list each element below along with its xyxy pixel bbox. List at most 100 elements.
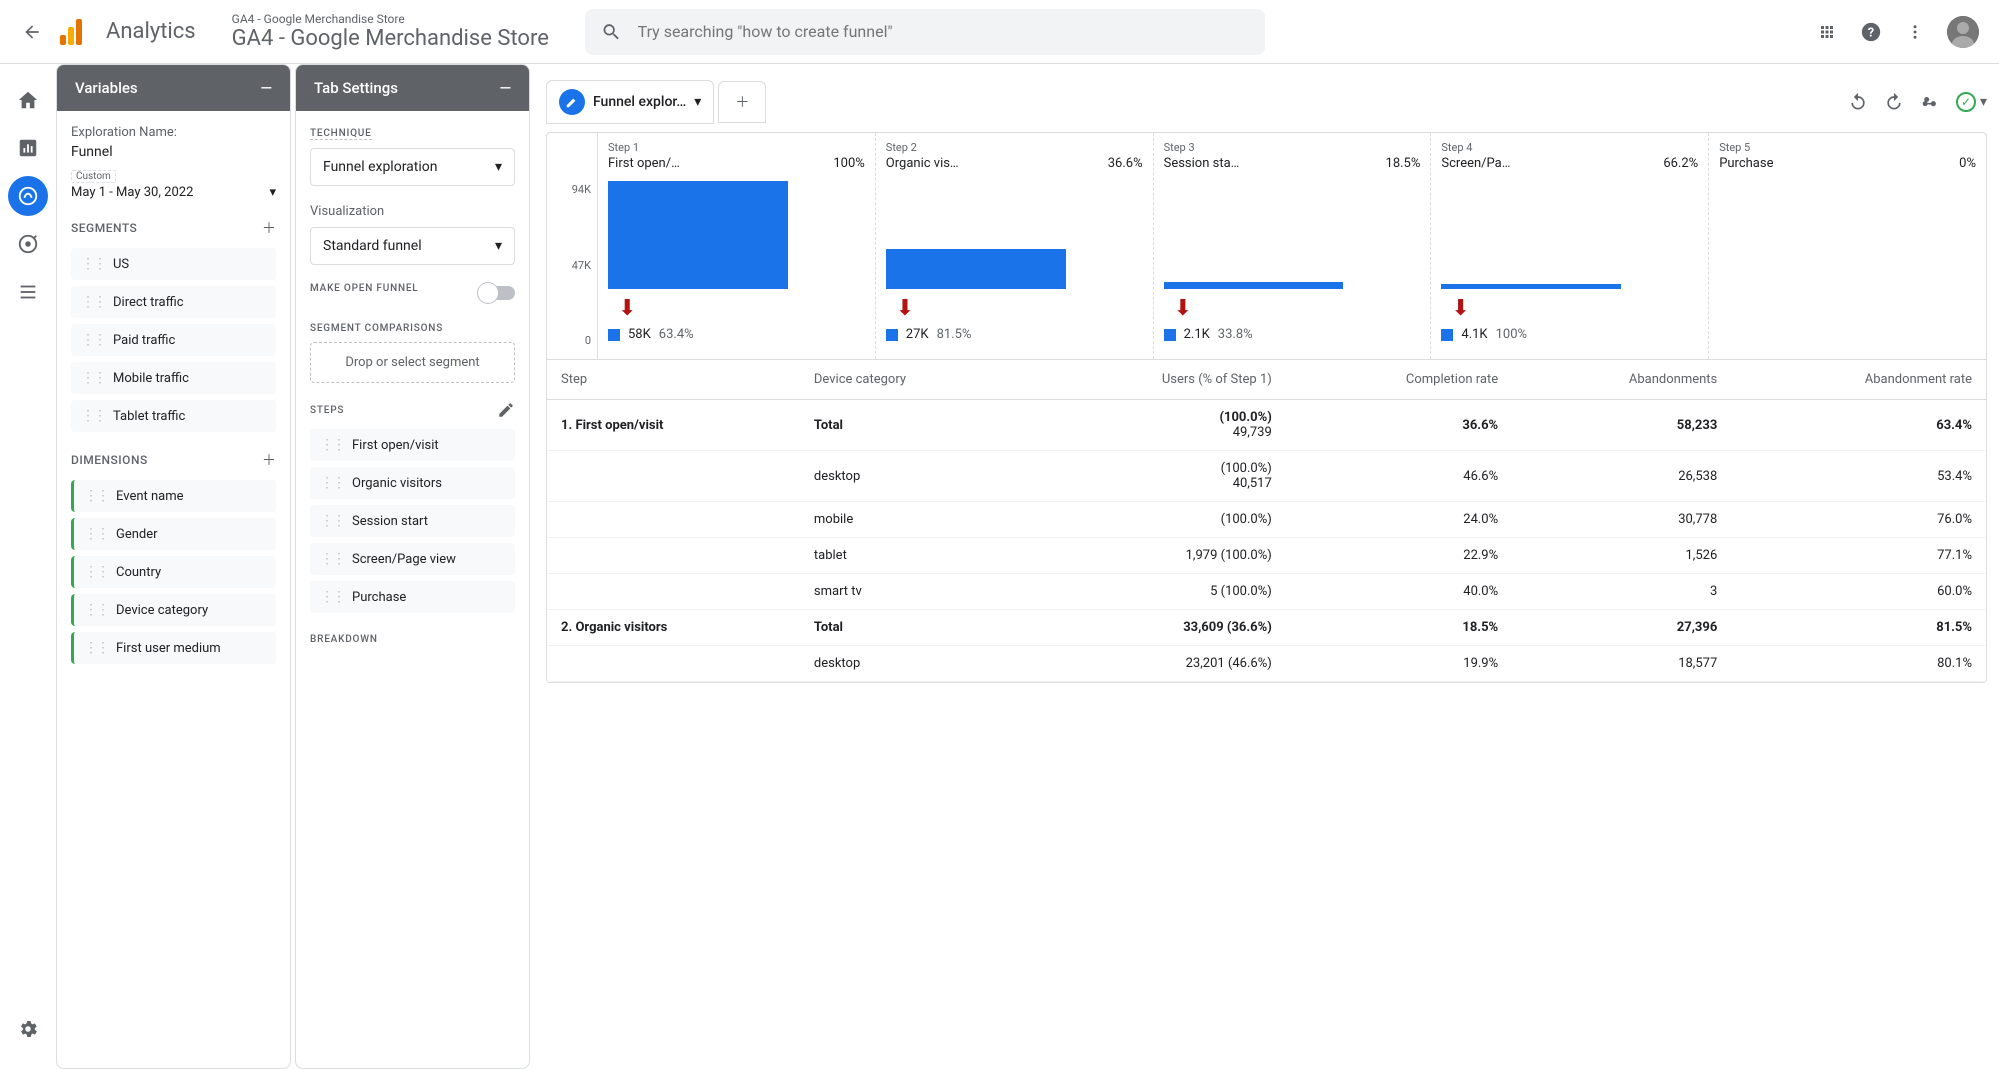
dimension-chip[interactable]: First user medium xyxy=(71,632,276,664)
segment-chip-label: Direct traffic xyxy=(113,295,184,310)
more-icon[interactable] xyxy=(1903,20,1927,44)
collapse-icon[interactable]: — xyxy=(260,79,272,97)
chevron-down-icon[interactable]: ▾ xyxy=(694,94,701,110)
cell-step xyxy=(547,574,800,610)
cell-completion: 19.9% xyxy=(1286,646,1512,682)
back-arrow-icon[interactable] xyxy=(20,20,44,44)
series-color-icon xyxy=(1164,329,1176,341)
date-custom-tag: Custom xyxy=(71,170,116,183)
dimension-chip-label: First user medium xyxy=(116,641,221,656)
drop-arrow-icon: ⬇ xyxy=(896,296,914,321)
cell-completion: 22.9% xyxy=(1286,538,1512,574)
dimension-chip[interactable]: Gender xyxy=(71,518,276,550)
step-number: Step 5 xyxy=(1719,141,1976,154)
exploration-name[interactable]: Funnel xyxy=(71,144,276,160)
table-header[interactable]: Completion rate xyxy=(1286,360,1512,400)
technique-dropdown[interactable]: Funnel exploration ▾ xyxy=(310,148,515,186)
table-row: 1. First open/visitTotal(100.0%)49,73936… xyxy=(547,400,1986,451)
tab-actions: ✓▾ xyxy=(1848,92,1987,112)
nav-configure-icon[interactable] xyxy=(8,272,48,312)
nav-reports-icon[interactable] xyxy=(8,128,48,168)
add-segment-icon[interactable]: ＋ xyxy=(262,218,276,238)
status-indicator[interactable]: ✓▾ xyxy=(1956,92,1987,112)
cell-device: desktop xyxy=(800,646,1026,682)
segment-chip[interactable]: Tablet traffic xyxy=(71,400,276,432)
table-row: desktop23,201 (46.6%)19.9%18,57780.1% xyxy=(547,646,1986,682)
dimension-chip[interactable]: Device category xyxy=(71,594,276,626)
segment-chip-label: Mobile traffic xyxy=(113,371,189,386)
search-box[interactable] xyxy=(585,9,1265,55)
edit-steps-icon[interactable] xyxy=(497,401,515,419)
dimension-chip[interactable]: Event name xyxy=(71,480,276,512)
avatar[interactable] xyxy=(1947,16,1979,48)
dimension-chip-label: Gender xyxy=(116,527,158,542)
edit-tab-icon xyxy=(559,89,585,115)
settings-header: Tab Settings — xyxy=(296,65,529,111)
segment-chip[interactable]: Mobile traffic xyxy=(71,362,276,394)
step-chip-label: First open/visit xyxy=(352,438,439,453)
y-axis-labels: 94K 47K 0 xyxy=(547,133,597,359)
step-number: Step 4 xyxy=(1441,141,1698,154)
help-icon[interactable]: ? xyxy=(1859,20,1883,44)
segment-drop-zone[interactable]: Drop or select segment xyxy=(310,342,515,383)
share-icon[interactable] xyxy=(1920,92,1940,112)
add-tab-button[interactable]: ＋ xyxy=(718,81,766,123)
cell-abandonment-rate: 63.4% xyxy=(1731,400,1986,451)
step-number: Step 2 xyxy=(886,141,1143,154)
segment-chip[interactable]: Paid traffic xyxy=(71,324,276,356)
nav-explore-icon[interactable] xyxy=(8,176,48,216)
visualization-dropdown[interactable]: Standard funnel ▾ xyxy=(310,227,515,265)
search-input[interactable] xyxy=(638,22,1249,41)
apps-icon[interactable] xyxy=(1815,20,1839,44)
step-chip[interactable]: Screen/Page view xyxy=(310,543,515,575)
cell-device: Total xyxy=(800,400,1026,451)
step-chip[interactable]: Organic visitors xyxy=(310,467,515,499)
dimension-chip-label: Device category xyxy=(116,603,208,618)
tab-funnel-exploration[interactable]: Funnel explor… ▾ xyxy=(546,80,714,124)
table-header[interactable]: Abandonments xyxy=(1512,360,1731,400)
open-funnel-toggle[interactable] xyxy=(479,286,515,300)
step-percent: 0% xyxy=(1959,156,1976,171)
segment-chip[interactable]: Direct traffic xyxy=(71,286,276,318)
undo-icon[interactable] xyxy=(1848,92,1868,112)
segment-chip-label: Tablet traffic xyxy=(113,409,185,424)
table-header[interactable]: Users (% of Step 1) xyxy=(1026,360,1286,400)
segment-chip-label: Paid traffic xyxy=(113,333,175,348)
steps-label: STEPS xyxy=(310,405,344,416)
funnel-step-col: Step 4Screen/Pa…66.2%⬇4.1K100% xyxy=(1430,133,1708,359)
nav-advertising-icon[interactable] xyxy=(8,224,48,264)
collapse-icon[interactable]: — xyxy=(499,79,511,97)
step-chip[interactable]: First open/visit xyxy=(310,429,515,461)
step-chip-label: Screen/Page view xyxy=(352,552,456,567)
table-row: tablet1,979 (100.0%)22.9%1,52677.1% xyxy=(547,538,1986,574)
funnel-bar xyxy=(608,181,788,289)
add-dimension-icon[interactable]: ＋ xyxy=(262,450,276,470)
table-header[interactable]: Device category xyxy=(800,360,1026,400)
segment-chip[interactable]: US xyxy=(71,248,276,280)
funnel-bar xyxy=(1441,284,1621,289)
svg-text:?: ? xyxy=(1868,25,1874,40)
redo-icon[interactable] xyxy=(1884,92,1904,112)
cell-abandonment-rate: 76.0% xyxy=(1731,502,1986,538)
nav-home-icon[interactable] xyxy=(8,80,48,120)
table-row: 2. Organic visitorsTotal33,609 (36.6%)18… xyxy=(547,610,1986,646)
dimension-chip[interactable]: Country xyxy=(71,556,276,588)
step-chip[interactable]: Session start xyxy=(310,505,515,537)
analytics-logo-icon xyxy=(60,19,82,45)
settings-title: Tab Settings xyxy=(314,79,398,97)
step-chip[interactable]: Purchase xyxy=(310,581,515,613)
nav-admin-icon[interactable] xyxy=(8,1009,48,1049)
property-selector[interactable]: GA4 - Google Merchandise Store GA4 - Goo… xyxy=(232,12,549,51)
dimensions-label: DIMENSIONS xyxy=(71,453,148,467)
date-range-selector[interactable]: May 1 - May 30, 2022 ▾ xyxy=(71,185,276,200)
cell-abandonments: 27,396 xyxy=(1512,610,1731,646)
table-header[interactable]: Abandonment rate xyxy=(1731,360,1986,400)
table-header[interactable]: Step xyxy=(547,360,800,400)
funnel-bar xyxy=(1164,282,1344,289)
step-percent: 18.5% xyxy=(1386,156,1421,171)
cell-abandonment-rate: 77.1% xyxy=(1731,538,1986,574)
cell-abandonment-rate: 81.5% xyxy=(1731,610,1986,646)
cell-abandonment-rate: 60.0% xyxy=(1731,574,1986,610)
open-funnel-label: MAKE OPEN FUNNEL xyxy=(310,283,419,294)
funnel-step-col: Step 5Purchase0% xyxy=(1708,133,1986,359)
